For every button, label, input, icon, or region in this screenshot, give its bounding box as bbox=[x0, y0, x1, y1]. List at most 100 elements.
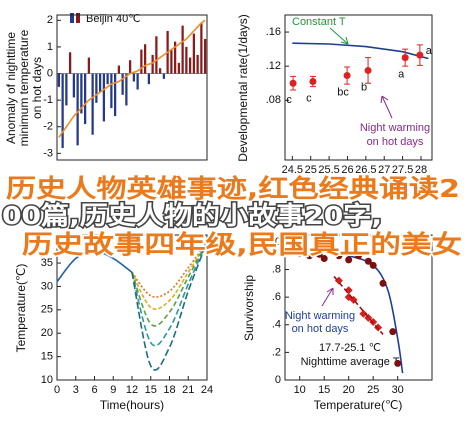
bar bbox=[129, 60, 132, 74]
x-tick-label: 24.5 bbox=[282, 164, 303, 176]
panel-title: Beijin 40℃ bbox=[86, 13, 141, 25]
annotation: on hot days bbox=[367, 136, 424, 148]
x-tick-label: 25 bbox=[367, 384, 379, 396]
legend-icon bbox=[70, 13, 74, 23]
line bbox=[131, 241, 208, 327]
line bbox=[292, 42, 429, 60]
point bbox=[401, 54, 409, 62]
line bbox=[131, 241, 208, 371]
x-tick-label: 15 bbox=[318, 384, 330, 396]
bar bbox=[192, 33, 195, 74]
y-tick-label: 30 bbox=[41, 280, 53, 292]
bar bbox=[140, 49, 143, 74]
bar bbox=[95, 73, 98, 103]
overlay-text: 历史故事四年级,民国真正的美女 bbox=[22, 230, 462, 259]
arrow bbox=[321, 287, 334, 307]
x-tick-label: 20 bbox=[343, 384, 355, 396]
bar bbox=[84, 73, 87, 125]
point bbox=[315, 250, 323, 258]
bar bbox=[147, 73, 150, 85]
point-label: a bbox=[398, 69, 405, 81]
point bbox=[306, 252, 313, 260]
x-tick-label: 3 bbox=[73, 384, 79, 396]
point bbox=[309, 78, 317, 86]
line bbox=[58, 19, 206, 138]
y-axis-title: Anomaly of nighttime bbox=[4, 32, 18, 144]
point bbox=[335, 252, 343, 260]
annotation: Nighttime average T bbox=[301, 356, 400, 368]
x-tick-label: 25.5 bbox=[318, 164, 339, 176]
bar bbox=[121, 73, 124, 95]
bar bbox=[110, 73, 113, 109]
bar bbox=[132, 73, 135, 82]
bar bbox=[144, 44, 147, 74]
annotation: Night warming bbox=[360, 122, 430, 134]
point-label: c bbox=[286, 94, 292, 106]
y-tick-label: .2 bbox=[272, 346, 281, 358]
point-label: b bbox=[361, 81, 367, 93]
x-axis-title: Temperature(℃) bbox=[314, 398, 403, 412]
x-tick-label: 24 bbox=[201, 384, 213, 396]
point bbox=[389, 328, 397, 336]
x-tick-label: 27 bbox=[378, 164, 390, 176]
point bbox=[289, 79, 297, 87]
bar bbox=[57, 73, 60, 87]
y-axis-title: Temperature(℃) bbox=[14, 264, 28, 353]
y-tick-label: 1.0 bbox=[266, 236, 281, 248]
y-tick-label: .16 bbox=[266, 26, 281, 38]
overlay-text: 00篇,历史人物的小故事20字, bbox=[2, 201, 382, 230]
x-tick-label: 0 bbox=[54, 384, 60, 396]
bar bbox=[200, 22, 203, 74]
bar bbox=[72, 73, 75, 98]
point bbox=[355, 252, 362, 260]
y-tick-label: -2 bbox=[43, 121, 53, 133]
x-tick-label: 30 bbox=[392, 384, 404, 396]
y-tick-label: -1 bbox=[43, 94, 53, 106]
bar bbox=[185, 46, 188, 74]
bar bbox=[196, 54, 199, 74]
annotation: 17.7-25.1 ℃ bbox=[319, 342, 381, 354]
bar bbox=[155, 36, 158, 74]
y-tick-label: 0 bbox=[275, 374, 281, 386]
line bbox=[333, 275, 384, 335]
y-axis-title: on hot days bbox=[30, 57, 44, 119]
bar bbox=[76, 73, 79, 146]
bar bbox=[87, 57, 90, 74]
arrow bbox=[380, 95, 393, 119]
arrow bbox=[329, 27, 349, 45]
bar bbox=[61, 73, 64, 149]
point-label: bc bbox=[337, 86, 349, 98]
point bbox=[369, 261, 377, 269]
point-label: a bbox=[426, 45, 433, 57]
y-axis-title: Survivorship bbox=[242, 275, 256, 341]
y-tick-label: 0 bbox=[47, 67, 53, 79]
y-tick-label: 20 bbox=[41, 327, 53, 339]
x-tick-label: 26.5 bbox=[355, 164, 376, 176]
point bbox=[416, 51, 424, 59]
x-axis-title: Time(hours) bbox=[100, 398, 164, 412]
bar bbox=[177, 62, 180, 74]
annotation: on hot days bbox=[292, 323, 349, 335]
bar bbox=[117, 65, 120, 74]
point bbox=[334, 276, 343, 285]
bar bbox=[106, 73, 109, 85]
y-tick-label: -3 bbox=[43, 147, 53, 159]
bar bbox=[65, 73, 68, 106]
line bbox=[131, 241, 208, 298]
line bbox=[131, 241, 208, 310]
bar bbox=[204, 38, 207, 74]
bar bbox=[125, 73, 128, 106]
point bbox=[359, 309, 368, 318]
point bbox=[330, 248, 338, 256]
point bbox=[296, 249, 304, 257]
x-tick-label: 9 bbox=[110, 384, 116, 396]
bar bbox=[174, 41, 177, 74]
x-tick-label: 6 bbox=[91, 384, 97, 396]
x-tick-label: 26 bbox=[341, 164, 353, 176]
x-tick-label: 10 bbox=[294, 384, 306, 396]
plot-frame bbox=[56, 14, 208, 161]
x-tick-label: 25 bbox=[305, 164, 317, 176]
y-axis-title: minimum temperature bbox=[17, 29, 31, 146]
bar bbox=[159, 68, 162, 74]
x-tick-label: 27.5 bbox=[392, 164, 413, 176]
